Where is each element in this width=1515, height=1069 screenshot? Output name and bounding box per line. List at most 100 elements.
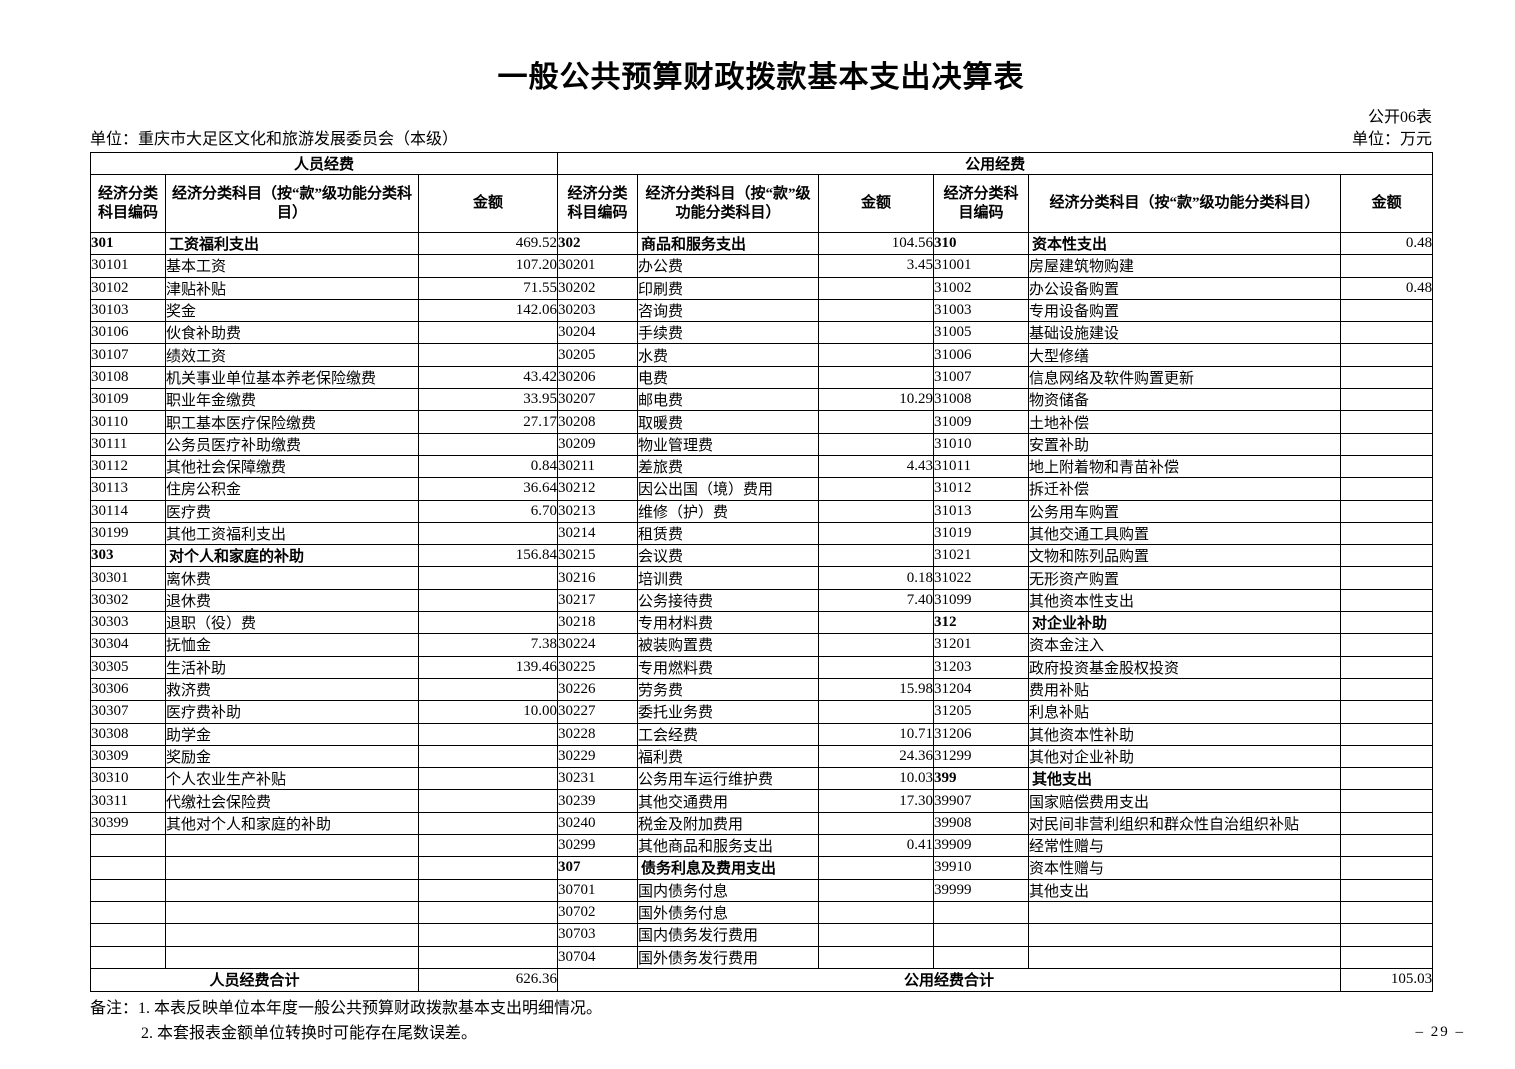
amount-cell: 10.00 [417,700,559,724]
amount-cell [818,321,935,345]
subject-cell: 对个人和家庭的补助 [165,544,419,568]
subject-cell: 无形资产购置 [1028,566,1342,590]
amount-cell [1340,544,1434,568]
code-cell: 30240 [557,811,639,836]
subject-cell: 债务利息及费用支出 [637,856,820,880]
subject-cell [165,834,419,858]
amount-cell: 43.42 [417,365,559,390]
amount-cell [818,878,935,902]
amount-cell: 0.48 [1340,231,1434,256]
code-cell: 31206 [933,722,1030,746]
amount-cell [417,878,559,902]
code-cell [90,856,166,880]
subject-cell: 医疗费 [165,499,419,523]
code-cell: 30217 [557,588,639,613]
amount-cell [417,811,559,836]
subject-cell: 退休费 [165,588,419,613]
col-header-amount: 金额 [417,174,559,233]
code-cell [90,945,166,969]
amount-cell [417,744,559,769]
table-row: 30299 其他商品和服务支出 0.41 39909 经常性赠与 [90,834,1434,858]
amount-cell [818,544,935,568]
code-cell: 30211 [557,454,639,479]
code-cell: 302 [557,231,639,256]
code-cell: 31010 [933,432,1030,456]
code-cell: 30213 [557,499,639,523]
group-header-row: 人员经费 公用经费 [89,152,1434,175]
amount-cell [1340,677,1434,702]
note-line-2: 2. 本套报表金额单位转换时可能存在尾数误差。 [141,1024,478,1042]
code-cell: 303 [90,544,166,568]
code-cell: 30227 [557,700,639,724]
table-row: 30309 奖励金 30229 福利费 24.36 31299 其他对企业补助 [90,744,1434,769]
code-cell: 30309 [90,744,166,769]
subject-cell: 政府投资基金股权投资 [1028,655,1342,679]
code-cell: 30304 [90,633,166,657]
code-cell: 30101 [90,254,166,278]
subject-cell: 国内债务付息 [637,878,820,902]
amount-cell [417,321,559,345]
code-cell: 30307 [90,700,166,724]
subject-cell: 其他资本性支出 [1028,588,1342,613]
subject-cell: 其他资本性补助 [1028,722,1342,746]
amount-cell [1340,878,1434,902]
subject-cell: 维修（护）费 [637,499,820,523]
code-cell: 31011 [933,454,1030,479]
code-cell: 30111 [90,432,166,456]
table-row: 30302 退休费 30217 公务接待费 7.40 31099 其他资本性支出 [90,588,1434,613]
subject-cell: 其他交通费用 [637,789,820,813]
subject-cell: 费用补贴 [1028,677,1342,702]
amount-cell [1340,722,1434,746]
form-code-label: 公开06表 [1367,109,1432,126]
code-cell: 30199 [90,521,166,546]
amount-cell [818,276,935,300]
group-header-personnel: 人员经费 [89,152,559,175]
unit-row: 单位：重庆市大足区文化和旅游发展委员会（本级） 单位：万元 [90,130,1432,149]
subject-cell: 信息网络及软件购置更新 [1028,365,1342,390]
amount-cell [1340,856,1434,880]
code-cell: 30228 [557,722,639,746]
amount-cell [1340,566,1434,590]
subject-cell [1028,900,1342,925]
code-cell: 30208 [557,410,639,434]
amount-cell [417,789,559,813]
amount-cell [417,856,559,880]
column-header-row: 经济分类科目编码 经济分类科目（按“款”级功能分类科目） 金额 经济分类科目编码… [90,174,1434,233]
code-cell: 30106 [90,321,166,345]
notes-label: 备注： [90,999,139,1017]
code-cell: 31201 [933,633,1030,657]
subject-cell: 租赁费 [637,521,820,546]
table-row: 30304 抚恤金 7.38 30224 被装购置费 31201 资本金注入 [90,633,1434,657]
code-cell: 30399 [90,811,166,836]
code-cell: 30206 [557,365,639,390]
subject-cell: 离休费 [165,566,419,590]
amount-cell [818,945,935,969]
personnel-total-amount: 626.36 [417,967,559,992]
amount-cell [1340,454,1434,479]
amount-cell [818,365,935,390]
table-row: 30108 机关事业单位基本养老保险缴费 43.42 30206 电费 31007 信息网络… [90,365,1434,390]
amount-cell: 3.45 [818,254,935,278]
subject-cell: 办公费 [637,254,820,278]
code-cell: 30308 [90,722,166,746]
col-header-amount: 金额 [818,174,935,233]
code-cell: 31299 [933,744,1030,769]
notes: 备注：1. 本表反映单位本年度一般公共预算财政拨款基本支出明细情况。 2. 本套… [90,996,1432,1046]
amount-cell [417,566,559,590]
amount-cell [818,432,935,456]
table-row: 30110 职工基本医疗保险缴费 27.17 30208 取暖费 31009 土地补偿 [90,410,1434,434]
code-cell: 30703 [557,923,639,947]
table-row: 30308 助学金 30228 工会经费 10.71 31206 其他资本性补助 [90,722,1434,746]
code-cell: 30218 [557,611,639,635]
code-cell: 31008 [933,388,1030,412]
table-row: 30303 退职（役）费 30218 专用材料费 312 对企业补助 [90,611,1434,635]
subject-cell: 水费 [637,343,820,367]
amount-cell: 6.70 [417,499,559,523]
subject-cell: 其他交通工具购置 [1028,521,1342,546]
code-cell: 31006 [933,343,1030,367]
subject-cell: 利息补贴 [1028,700,1342,724]
code-cell: 30203 [557,298,639,323]
amount-cell [1340,343,1434,367]
amount-cell [1340,834,1434,858]
table-row: 30310 个人农业生产补贴 30231 公务用车运行维护费 10.03 399 其他支出 [90,767,1434,791]
